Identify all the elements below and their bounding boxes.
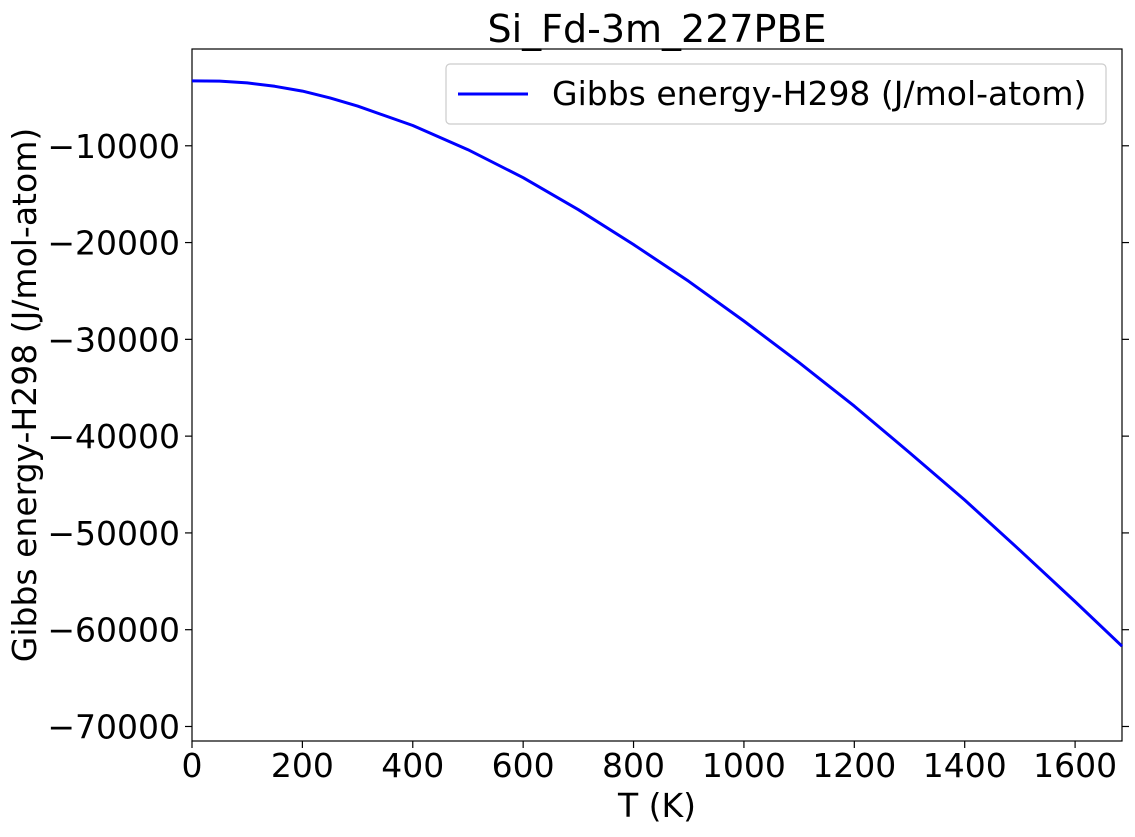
series-layer [191, 79, 1124, 648]
legend: Gibbs energy-H298 (J/mol-atom) [445, 63, 1107, 125]
x-axis-label: T (K) [617, 786, 696, 825]
x-tick-label: 1600 [1033, 746, 1117, 785]
legend-label: Gibbs energy-H298 (J/mol-atom) [552, 74, 1086, 113]
x-tick-label: 1200 [812, 746, 896, 785]
y-tick-label: −10000 [47, 127, 180, 166]
chart-title: Si_Fd-3m_227PBE [487, 7, 826, 51]
plot-area-frame [191, 48, 1123, 742]
x-tick-label: 1000 [702, 746, 786, 785]
x-tick-label: 400 [381, 746, 444, 785]
x-tick-label: 1400 [923, 746, 1007, 785]
y-tick-label: −50000 [47, 514, 180, 553]
x-tick-label: 0 [182, 746, 203, 785]
legend-frame [445, 63, 1107, 125]
y-tick-label: −40000 [47, 417, 180, 456]
series-line [191, 79, 1124, 648]
x-tick-label: 600 [492, 746, 555, 785]
x-tick-label: 800 [602, 746, 665, 785]
y-tick-label: −30000 [47, 320, 180, 359]
y-tick-label: −20000 [47, 224, 180, 263]
x-axis-ticks: 0 200 400 600 800 1000 1200 1400 1600 [182, 741, 1117, 785]
y-tick-label: −70000 [47, 707, 180, 746]
x-tick-label: 200 [271, 746, 334, 785]
y-axis-label: Gibbs energy-H298 (J/mol-atom) [5, 128, 44, 662]
y-axis-ticks: −10000 −20000 −30000 −40000 −50000 −60000 −700… [47, 127, 1129, 746]
y-tick-label: −60000 [47, 611, 180, 650]
